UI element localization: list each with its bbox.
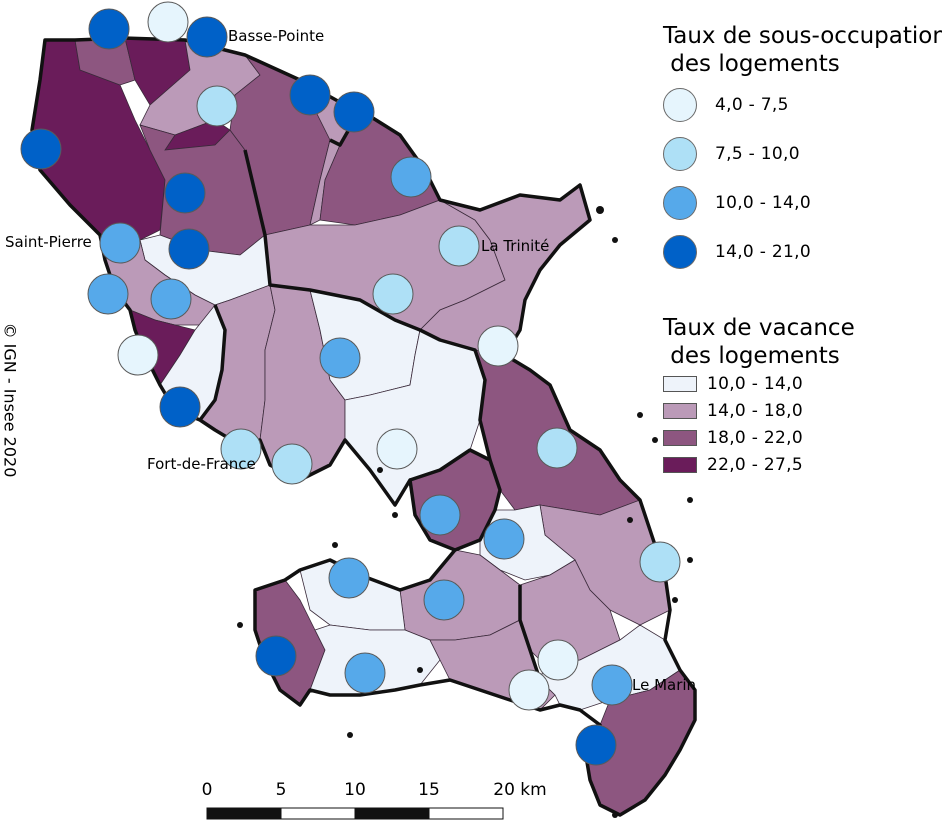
bubble-marigot: [333, 91, 375, 133]
bubble-lorrain: [289, 74, 331, 116]
bubble-francois: [639, 541, 681, 583]
bubble-trinite: [438, 225, 480, 267]
bubble-morne-rouge: [164, 172, 206, 214]
bubble-ajoupa: [196, 85, 238, 127]
legend-item-label: 10,0 - 14,0: [715, 193, 811, 213]
label-basse-pointe: Basse-Pointe: [228, 27, 325, 45]
legend-vacance-title: Taux de vacance des logements: [663, 315, 855, 369]
legend-item-label: 4,0 - 7,5: [715, 95, 789, 115]
bubble-lamentin: [376, 428, 418, 470]
bubble-sainte-anne: [575, 724, 617, 766]
bubble-sainte-marie: [390, 156, 432, 198]
bubble-sainte-luce: [508, 669, 550, 711]
municipalities: [31, 37, 696, 816]
legend-item-label: 14,0 - 21,0: [715, 242, 811, 262]
label-le-marin: Le Marin: [632, 676, 697, 694]
scale-tick-label: 5: [275, 780, 287, 800]
bubble-macouba: [147, 1, 189, 43]
legend-item: 14,0 - 21,0: [663, 235, 811, 269]
legend-item: 18,0 - 22,0: [663, 428, 803, 448]
legend-item: 10,0 - 14,0: [663, 374, 803, 394]
legend-item: 4,0 - 7,5: [663, 88, 789, 122]
legend-item-label: 10,0 - 14,0: [707, 374, 803, 394]
bubble-bellefontaine: [117, 334, 159, 376]
legend-item: 14,0 - 18,0: [663, 401, 803, 421]
scale-tick-label: 15: [418, 780, 440, 800]
scale-tick-label: 0: [201, 780, 213, 800]
legend-circle-swatch: [663, 137, 697, 171]
bubble-carbet: [87, 273, 129, 315]
bubble-precheur: [20, 128, 62, 170]
legend-circle-swatch: [663, 186, 697, 220]
bubble-ducos: [419, 494, 461, 536]
bubble-riviere-salee: [423, 579, 465, 621]
legend-item-label: 7,5 - 10,0: [715, 144, 800, 164]
islets: [237, 206, 693, 818]
label-saint-pierre: Saint-Pierre: [5, 233, 92, 251]
bubble-grand-riviere: [88, 8, 130, 50]
bubble-vauclin: [537, 639, 579, 681]
legend-item: 22,0 - 27,5: [663, 455, 803, 475]
legend-circle-swatch: [663, 235, 697, 269]
bubble-anses-arlet: [255, 635, 297, 677]
legend-item-label: 18,0 - 22,0: [707, 428, 803, 448]
bubble-case-pilote: [159, 386, 201, 428]
legend-square-swatch: [663, 403, 697, 419]
legend-item-label: 22,0 - 27,5: [707, 455, 803, 475]
bubble-trois-ilets: [328, 557, 370, 599]
bubble-fonds-saint-denis: [168, 228, 210, 270]
scale-tick-label: 10: [344, 780, 366, 800]
legend-square-swatch: [663, 457, 697, 473]
scale-bar: [206, 807, 504, 820]
legend-square-swatch: [663, 376, 697, 392]
legend-sous-occupation-title: Taux de sous-occupation des logements: [663, 23, 942, 77]
legend-item: 7,5 - 10,0: [663, 137, 800, 171]
bubble-marin: [591, 664, 633, 706]
label-fort-de-france: Fort-de-France: [147, 455, 256, 473]
sous-occupation-bubbles: [20, 1, 681, 766]
legend-circle-swatch: [663, 88, 697, 122]
bubble-saint-esprit: [483, 518, 525, 560]
bubble-gros-morne: [372, 273, 414, 315]
copyright-text: © IGN - Insee 2020: [0, 322, 20, 478]
bubble-diamant: [344, 652, 386, 694]
legend-item-label: 14,0 - 18,0: [707, 401, 803, 421]
bubble-saint-joseph: [319, 337, 361, 379]
copyright-notice: © IGN - Insee 2020: [0, 300, 20, 500]
label-la-trinite: La Trinité: [481, 237, 550, 255]
legend-square-swatch: [663, 430, 697, 446]
bubble-fort-de-france: [271, 443, 313, 485]
bubble-schoelcher: [220, 428, 262, 470]
legend-item: 10,0 - 14,0: [663, 186, 811, 220]
bubble-morne-vert: [150, 278, 192, 320]
scale-tick-label: 20 km: [493, 780, 547, 800]
bubble-robert-north: [477, 325, 519, 367]
bubble-saint-pierre: [99, 222, 141, 264]
bubble-robert: [536, 427, 578, 469]
bubble-basse-pointe: [186, 16, 228, 58]
